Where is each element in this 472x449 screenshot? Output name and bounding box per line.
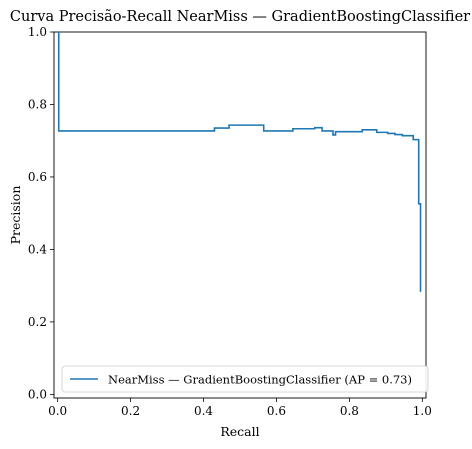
legend-box xyxy=(61,365,429,393)
y-tick-label: 0.4 xyxy=(28,242,47,256)
x-tick-label: 0.4 xyxy=(194,404,213,418)
x-axis-ticks: 0.0 0.2 0.4 0.6 0.8 1.0 xyxy=(48,398,432,418)
legend: NearMiss — GradientBoostingClassifier (A… xyxy=(61,365,429,393)
x-tick-label: 0.6 xyxy=(267,404,286,418)
y-axis-ticks: 0.0 0.2 0.4 0.6 0.8 1.0 xyxy=(28,25,54,401)
y-axis-label: Precision xyxy=(8,186,23,245)
y-tick-label: 0.8 xyxy=(28,97,47,111)
y-tick-label: 1.0 xyxy=(28,25,47,39)
plot-area: 0.0 0.2 0.4 0.6 0.8 1.0 0.0 0.2 0.4 0.6 0.8 1.0 xyxy=(28,25,432,418)
y-tick-label: 0.2 xyxy=(28,315,47,329)
x-tick-label: 0.0 xyxy=(48,404,67,418)
y-tick-label: 0.0 xyxy=(28,387,47,401)
x-tick-label: 0.2 xyxy=(121,404,140,418)
plot-frame xyxy=(53,31,427,399)
x-tick-label: 1.0 xyxy=(413,404,432,418)
y-tick-label: 0.6 xyxy=(28,170,47,184)
x-axis-label: Recall xyxy=(220,424,259,439)
chart-title: Curva Precisão-Recall NearMiss — Gradien… xyxy=(10,9,470,25)
x-tick-label: 0.8 xyxy=(340,404,359,418)
legend-entry-label: NearMiss — GradientBoostingClassifier (A… xyxy=(108,373,412,387)
series-line xyxy=(57,31,422,292)
